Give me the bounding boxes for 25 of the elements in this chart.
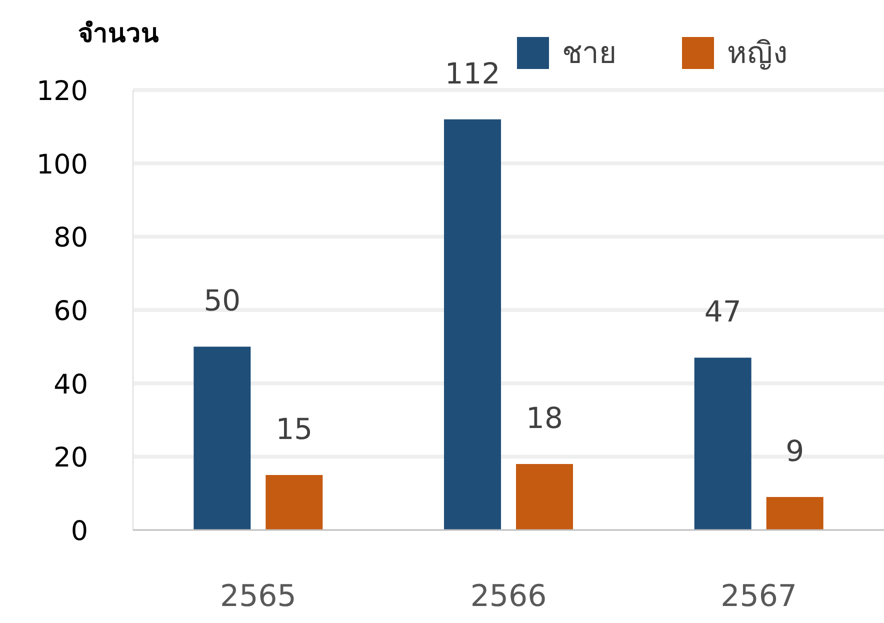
- x-tick-label: 2567: [720, 579, 798, 614]
- bar: [766, 497, 824, 530]
- y-tick-label: 80: [54, 222, 88, 254]
- data-label: 47: [704, 294, 742, 329]
- bar: [516, 464, 573, 530]
- data-label: 50: [204, 284, 241, 318]
- data-label: 9: [786, 434, 804, 468]
- y-axis-title: จำนวน: [78, 19, 159, 49]
- bar: [694, 358, 752, 530]
- x-tick-label: 2565: [220, 579, 296, 614]
- y-tick-label: 20: [54, 442, 88, 474]
- bar: [194, 346, 251, 530]
- x-tick-label: 2566: [470, 579, 547, 614]
- legend-label: ชาย: [562, 36, 617, 71]
- y-tick-label: 0: [70, 516, 88, 547]
- y-tick-label: 120: [36, 76, 88, 107]
- y-tick-label: 60: [54, 296, 88, 327]
- data-label: 112: [444, 56, 500, 90]
- legend-label: หญิง: [727, 36, 788, 71]
- data-label: 18: [526, 401, 563, 435]
- bar: [266, 475, 323, 530]
- bar: [444, 119, 501, 530]
- data-label: 15: [276, 412, 313, 446]
- y-tick-label: 40: [54, 369, 88, 400]
- y-tick-label: 100: [36, 149, 88, 180]
